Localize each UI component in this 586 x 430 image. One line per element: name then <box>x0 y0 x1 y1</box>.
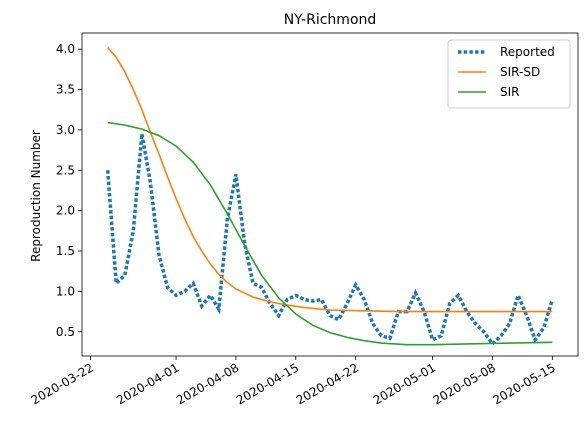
legend-label-0: Reported <box>500 45 555 59</box>
y-tick-label-1: 1.0 <box>56 284 75 298</box>
series-line-1 <box>107 46 553 313</box>
plot-frame <box>81 32 579 357</box>
y-tick-label-4: 2.5 <box>56 163 75 177</box>
y-tick-label-0: 0.5 <box>56 325 75 339</box>
x-tick-label-7: 2020-05-15 <box>490 360 557 407</box>
x-tick-label-1: 2020-04-01 <box>114 360 181 407</box>
y-tick-label-3: 2.0 <box>56 204 75 218</box>
y-tick-label-7: 4.0 <box>56 42 75 56</box>
x-tick-label-3: 2020-04-15 <box>234 360 301 407</box>
y-tick-label-5: 3.0 <box>56 123 75 137</box>
legend-label-1: SIR-SD <box>500 65 540 79</box>
x-tick-label-2: 2020-04-08 <box>174 360 241 407</box>
y-tick-label-2: 1.5 <box>56 244 75 258</box>
legend: Reported SIR-SD SIR <box>447 39 571 109</box>
x-tick-label-4: 2020-04-22 <box>294 360 361 407</box>
x-tick-label-0: 2020-03-22 <box>29 360 96 407</box>
x-tick-label-6: 2020-05-08 <box>431 360 498 407</box>
y-axis-label: Reproduction Number <box>29 130 43 262</box>
legend-box <box>447 39 571 109</box>
legend-label-2: SIR <box>500 85 520 99</box>
y-tick-label-6: 3.5 <box>56 83 75 97</box>
series-line-0 <box>105 133 554 347</box>
series-line-2 <box>107 121 553 346</box>
x-tick-label-5: 2020-05-01 <box>371 360 438 407</box>
chart-title: NY-Richmond <box>284 12 377 28</box>
